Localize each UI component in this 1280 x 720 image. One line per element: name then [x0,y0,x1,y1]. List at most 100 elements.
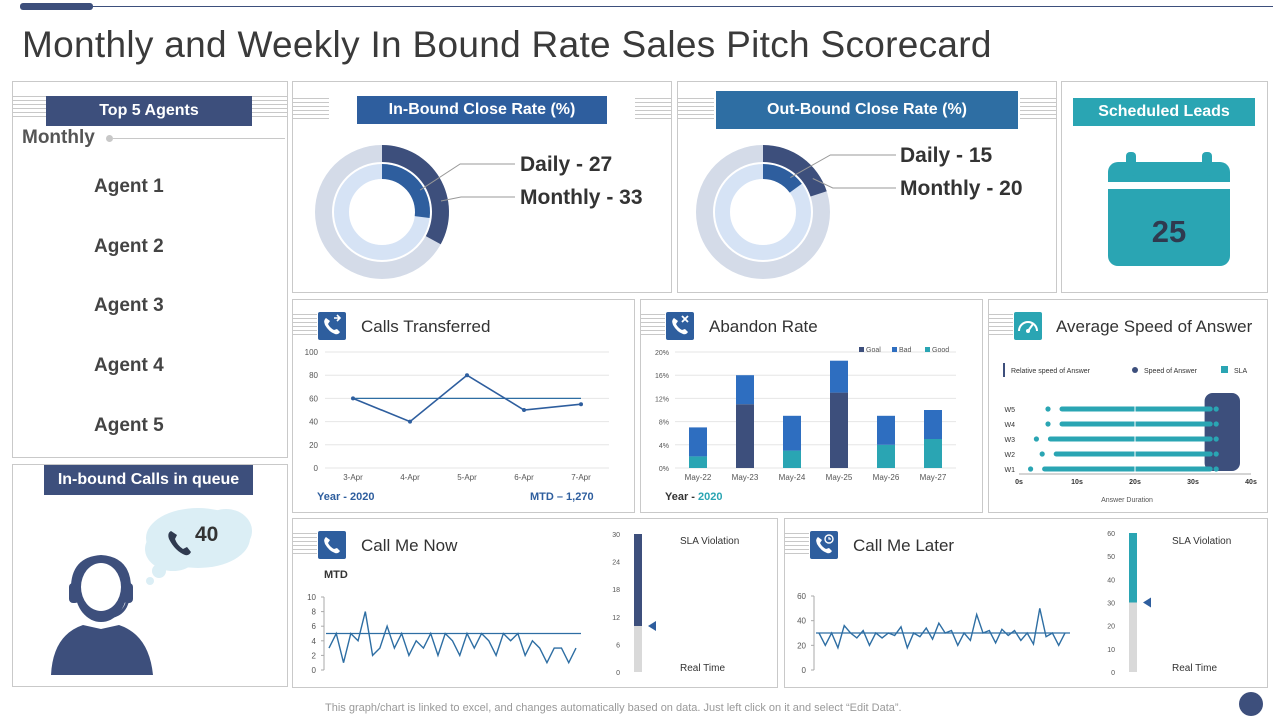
call-me-later-realtime: Real Time [1172,663,1218,674]
outbound-panel: Out-Bound Close Rate (%) Daily - 15 Mont… [677,81,1057,293]
speed-panel: Average Speed of Answer Relative speed o… [988,299,1268,513]
y-tick-label: 60 [309,394,318,403]
abandon-year: Year - 2020 [665,491,723,503]
agents-period: Monthly [22,127,95,148]
period-dot [106,135,113,142]
call-me-now-mtd: MTD [324,569,348,581]
legend-label: Goal [866,347,881,354]
gauge-tick-label: 10 [1107,647,1115,654]
gauge-marker [1143,597,1151,608]
inbound-donut-chart [315,145,515,279]
call-me-later-title: Call Me Later [853,536,955,555]
top-rule [93,6,1273,7]
x-tick-label: 6-Apr [514,473,534,482]
y-tick-label: 100 [305,348,319,357]
series-line [328,611,577,665]
queue-title: In-bound Calls in queue [44,465,253,495]
top-accent-bar [20,3,93,10]
x-tick-label: 40s [1245,479,1257,486]
x-tick-label: 5-Apr [457,473,477,482]
y-tick-label: 40 [309,418,318,427]
x-tick-label: 4-Apr [400,473,420,482]
gauge-fill [1129,533,1137,603]
decor-lines [293,98,329,120]
x-tick-label: May-25 [826,473,853,482]
queue-illustration [51,508,252,675]
scheduled-panel: Scheduled Leads 25 [1061,81,1268,293]
page-title: Monthly and Weekly In Bound Rate Sales P… [22,24,992,65]
queue-value: 40 [195,523,219,546]
y-tick-label: 0 [314,464,319,473]
speed-dot [1213,451,1219,457]
abandon-rate-chart: 0% 4% 8% 12% 16% 20% May-22 May-23 May-24 May-25 M… [655,347,956,482]
phone-icon [168,531,191,556]
x-tick-label: 10s [1071,479,1083,486]
agent-item: Agent 2 [94,236,164,257]
agents-panel: Top 5 Agents Monthly [12,81,288,458]
speed-dot [1033,436,1039,442]
call-me-now-sla: SLA Violation [680,536,740,547]
bar-good [924,439,942,468]
call-me-now-realtime: Real Time [680,663,726,674]
x-tick-label: May-24 [779,473,806,482]
legend-swatch [1221,366,1228,373]
monthly-leader-line [440,196,515,202]
abandon-year-value: 2020 [698,491,723,503]
agents-title: Top 5 Agents [46,96,252,126]
headset-mic [108,598,130,619]
phone-clock-icon [810,531,838,559]
decor-lines [293,533,317,555]
bar-bad [689,427,707,457]
daily-leader-line [790,154,896,178]
abandon-rate-panel: Abandon Rate 0% 4% 8% 12% 16% 20% May-22 May-23… [640,299,983,513]
calls-transferred-chart: 0 20 40 60 80 100 3-Apr 4-Apr 5-Apr 6-Apr 7-Apr [305,348,609,482]
y-tick-label: 4% [659,443,669,450]
legend-swatch [1003,363,1005,377]
outbound-monthly-label: Monthly - 20 [900,177,1023,200]
decor-lines [1020,98,1056,120]
gauge-tick-label: 24 [612,560,620,567]
abandon-rate-title: Abandon Rate [709,317,818,336]
y-tick-label: W2 [1005,452,1016,459]
phone-transfer-icon [318,312,346,340]
bar-good [783,450,801,468]
phone-icon [318,531,346,559]
data-point [351,396,355,401]
speed-title: Average Speed of Answer [1056,317,1253,336]
y-tick-label: W1 [1005,467,1016,474]
inbound-title: In-Bound Close Rate (%) [357,96,607,124]
bar-bad [783,415,801,451]
speed-chart: Relative speed of Answer Speed of Answer S… [1003,363,1257,504]
gauge-tick-label: 0 [616,670,620,677]
y-tick-label: W3 [1005,437,1016,444]
gauge-tick-label: 40 [1107,577,1115,584]
inbound-daily-label: Daily - 27 [520,153,613,176]
corner-dot [1239,692,1263,716]
gauge-tick-label: 60 [1107,531,1115,538]
agent-item: Agent 1 [94,176,164,197]
data-point [465,373,469,378]
legend-swatch [859,347,864,352]
queue-panel: In-bound Calls in queue 40 [12,464,288,687]
daily-leader-line [419,163,515,191]
x-tick-label: 0s [1015,479,1023,486]
gauge-tick-label: 12 [612,615,620,622]
decor-lines [641,314,665,336]
call-me-later-panel: Call Me Later 0 20 40 60 0 10 20 30 40 50 60 SLA V… [784,518,1268,688]
y-tick-label: 8% [659,420,669,427]
donut-monthly-slice [382,145,449,245]
legend-label: SLA [1234,368,1248,375]
decor-lines [678,98,714,120]
legend-swatch [925,347,930,352]
scheduled-value: 25 [1151,214,1187,249]
y-tick-label: 4 [312,637,317,646]
outbound-daily-label: Daily - 15 [900,144,993,167]
legend-swatch [892,347,897,352]
gauge-fill [634,534,642,626]
agent-item: Agent 3 [94,295,164,316]
y-tick-label: 0% [659,466,669,473]
y-tick-label: 0 [802,666,807,675]
y-tick-label: 20 [309,441,318,450]
inbound-monthly-label: Monthly - 33 [520,186,643,209]
x-tick-label: May-23 [732,473,759,482]
